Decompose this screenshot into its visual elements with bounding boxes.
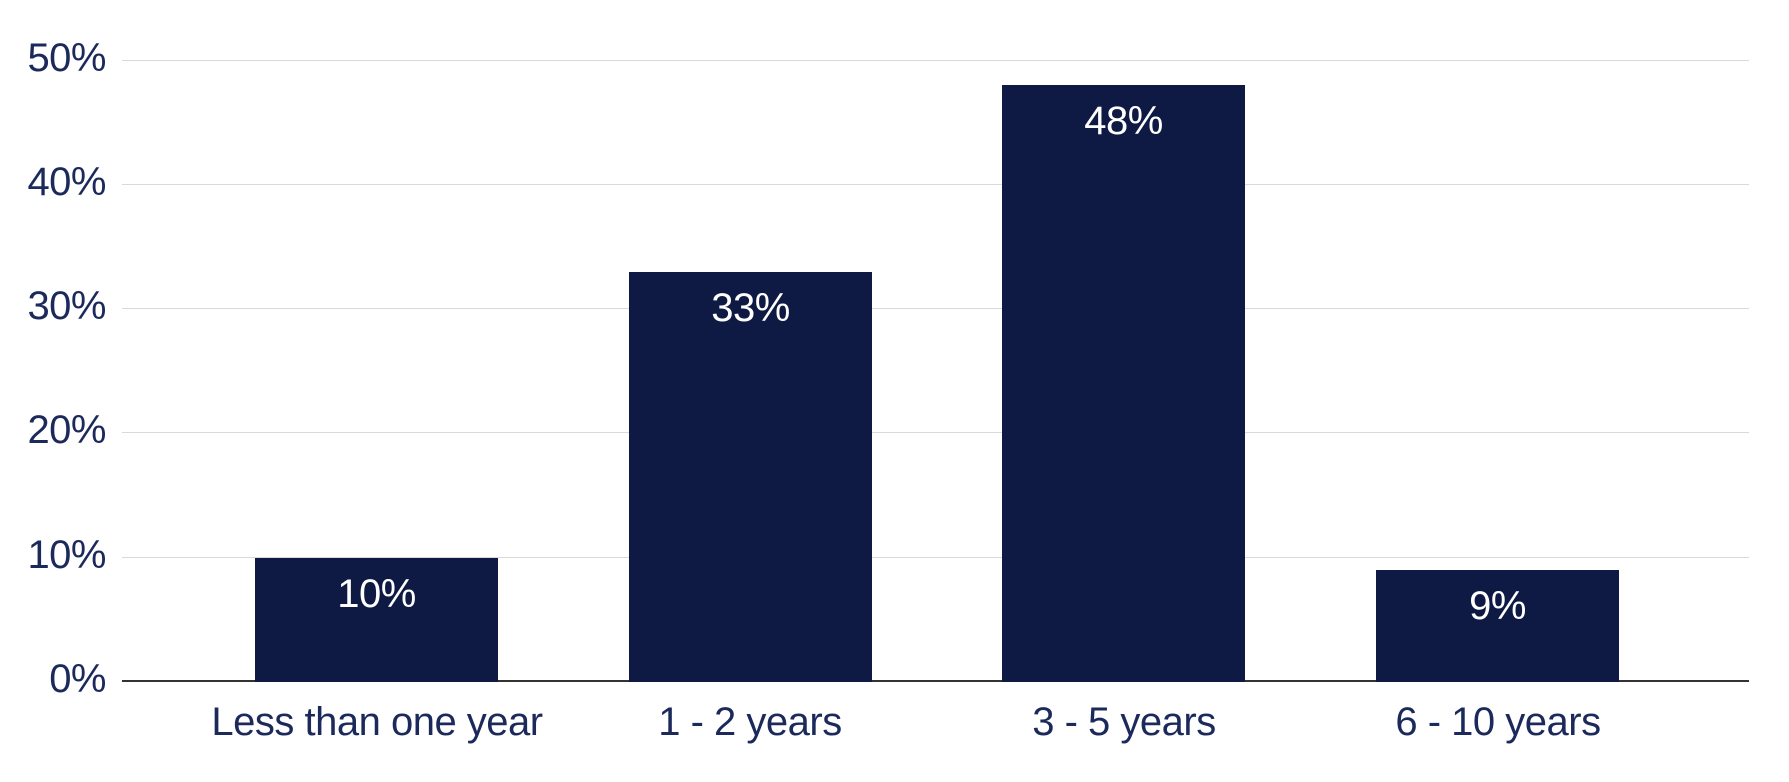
bar-value-label: 10% [337, 572, 416, 616]
y-gridline [122, 557, 1749, 558]
x-axis-category-label: Less than one year [211, 700, 543, 744]
y-tick-label: 40% [27, 160, 106, 204]
bar: 33% [629, 272, 872, 682]
bar-value-label: 48% [1084, 99, 1163, 143]
x-axis-category-label: 6 - 10 years [1395, 700, 1601, 744]
bar: 48% [1002, 85, 1245, 682]
bar: 9% [1376, 570, 1619, 682]
x-axis-line [122, 680, 1749, 682]
bar-value-label: 33% [711, 286, 790, 330]
y-tick-label: 50% [27, 36, 106, 80]
y-tick-label: 0% [49, 657, 106, 701]
y-tick-label: 10% [27, 533, 106, 577]
x-axis-category-label: 3 - 5 years [1032, 700, 1216, 744]
y-gridline [122, 432, 1749, 433]
y-gridline [122, 184, 1749, 185]
x-axis-category-label: 1 - 2 years [658, 700, 842, 744]
y-tick-label: 20% [27, 408, 106, 452]
y-gridline [122, 308, 1749, 309]
bar-value-label: 9% [1469, 584, 1526, 628]
y-tick-label: 30% [27, 284, 106, 328]
bar: 10% [255, 558, 498, 682]
y-gridline [122, 60, 1749, 61]
